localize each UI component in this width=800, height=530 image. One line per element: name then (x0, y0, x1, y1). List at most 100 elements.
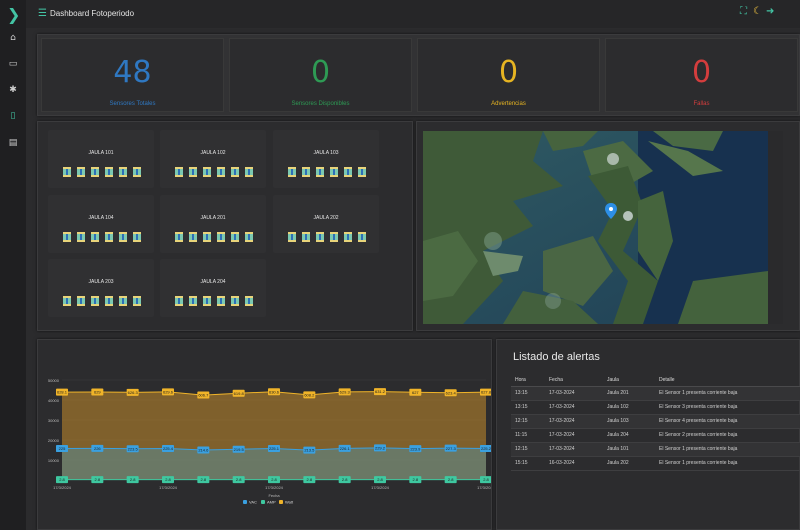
sensor-icon[interactable] (217, 167, 225, 177)
data-label: 627.8 (481, 390, 491, 395)
alert-cell: El Sensor 3 presenta corriente baja (655, 400, 800, 415)
sensor-icon[interactable] (189, 296, 197, 306)
sensor-icon[interactable] (189, 167, 197, 177)
report-icon[interactable]: ▤ (8, 138, 18, 148)
data-label-box (303, 476, 316, 484)
sensor-icon[interactable] (105, 296, 113, 306)
sensor-icon[interactable] (203, 167, 211, 177)
column-header[interactable]: Hora (511, 374, 545, 387)
sensor-icon[interactable] (175, 296, 183, 306)
sensor-icon[interactable] (91, 232, 99, 242)
data-label-box (91, 388, 104, 396)
fullscreen-icon[interactable]: ⛶ (740, 6, 747, 17)
sensor-icon[interactable] (231, 232, 239, 242)
cage-name: JAULA 202 (313, 215, 339, 221)
home-icon[interactable]: ⌂ (10, 33, 16, 43)
chevron-right-logo[interactable]: ❯ (7, 5, 21, 24)
satellite-map[interactable] (423, 131, 783, 324)
alert-row[interactable]: 15:15 16-03-2024 Jaula 202 El Sensor 1 pres… (511, 456, 800, 471)
sensor-icon[interactable] (288, 167, 296, 177)
sensor-icon[interactable] (77, 232, 85, 242)
data-label-box (480, 476, 492, 484)
legend-label[interactable]: AMP (267, 500, 276, 505)
sensor-icon[interactable] (358, 232, 366, 242)
sensor-icon[interactable] (203, 296, 211, 306)
sensor-icon[interactable] (330, 232, 338, 242)
sensor-icon[interactable] (245, 167, 253, 177)
cage-card[interactable]: JAULA 204 (160, 259, 266, 317)
sensor-icon[interactable] (105, 232, 113, 242)
sensor-icon[interactable] (175, 232, 183, 242)
power-chart[interactable]: 01000020000300004000050000225226223.5225… (38, 340, 496, 529)
column-header[interactable]: Detalle (655, 374, 800, 387)
sensor-icon[interactable] (231, 296, 239, 306)
sensor-icon[interactable] (316, 167, 324, 177)
sensor-icon[interactable] (133, 296, 141, 306)
data-label: 628.1 (57, 390, 68, 395)
cage-card[interactable]: JAULA 101 (48, 130, 154, 188)
cages-panel: JAULA 101 JAULA 102 JAULA 103 JAULA 104 JAUL… (37, 121, 413, 331)
legend-label[interactable]: VAC (249, 500, 257, 505)
cage-card[interactable]: JAULA 203 (48, 259, 154, 317)
data-label-box (162, 444, 174, 452)
legend-swatch (279, 500, 283, 504)
sensor-icon[interactable] (189, 232, 197, 242)
sensor-icon[interactable] (63, 232, 71, 242)
device-icon[interactable]: ▯ (10, 111, 16, 121)
column-header[interactable]: Jaula (603, 374, 655, 387)
sensor-icon[interactable] (344, 167, 352, 177)
sensor-icon[interactable] (105, 167, 113, 177)
sensor-icon[interactable] (119, 167, 127, 177)
sensor-icon[interactable] (302, 232, 310, 242)
menu-icon[interactable]: ☰ (38, 8, 47, 19)
sensor-icon[interactable] (316, 232, 324, 242)
sensor-icon[interactable] (133, 232, 141, 242)
alert-row[interactable]: 13:15 17-03-2024 Jaula 102 El Sensor 3 pres… (511, 400, 800, 415)
data-label-box (303, 446, 316, 454)
cage-card[interactable]: JAULA 104 (48, 195, 154, 253)
alert-cell: 12:15 (511, 442, 545, 457)
cage-card[interactable]: JAULA 102 (160, 130, 266, 188)
sensor-icon[interactable] (302, 167, 310, 177)
cage-card[interactable]: JAULA 202 (273, 195, 379, 253)
theme-moon-icon[interactable]: ☾ (753, 6, 762, 17)
sensor-icon[interactable] (63, 296, 71, 306)
data-label: 630.6 (269, 389, 280, 394)
alert-cell: 13:15 (511, 386, 545, 401)
sensor-icon[interactable] (119, 232, 127, 242)
sensor-icon[interactable] (91, 167, 99, 177)
sensor-icon[interactable] (288, 232, 296, 242)
sensor-icon[interactable] (119, 296, 127, 306)
sensor-icon[interactable] (217, 296, 225, 306)
cage-card[interactable]: JAULA 201 (160, 195, 266, 253)
sensor-icon[interactable] (330, 167, 338, 177)
data-label-box (409, 445, 422, 453)
sensor-icon[interactable] (91, 296, 99, 306)
column-header[interactable]: Fecha (545, 374, 603, 387)
sensor-icon[interactable] (77, 167, 85, 177)
sensor-icon[interactable] (133, 167, 141, 177)
alert-row[interactable]: 12:15 17-03-2024 Jaula 101 El Sensor 1 pres… (511, 442, 800, 457)
alert-row[interactable]: 13:15 17-03-2024 Jaula 201 El Sensor 1 pres… (511, 386, 800, 401)
alerts-panel: Listado de alertas Hora Fecha Jaula Detalle… (496, 339, 800, 530)
sensor-icon[interactable] (245, 296, 253, 306)
sensor-icon[interactable] (231, 167, 239, 177)
sensor-icon[interactable] (358, 167, 366, 177)
alert-row[interactable]: 11:15 17-03-2024 Jaula 204 El Sensor 2 pres… (511, 428, 800, 443)
sensor-icon[interactable] (63, 167, 71, 177)
sensor-icon[interactable] (203, 232, 211, 242)
sensor-icon[interactable] (175, 167, 183, 177)
sensor-icon[interactable] (77, 296, 85, 306)
data-label: 2.8 (377, 477, 383, 482)
sensor-icon[interactable] (217, 232, 225, 242)
logout-icon[interactable]: ➜ (766, 6, 775, 17)
monitor-icon[interactable]: ▭ (8, 59, 18, 69)
sensor-icon[interactable] (344, 232, 352, 242)
alert-row[interactable]: 12:15 17-03-2024 Jaula 103 El Sensor 4 pres… (511, 414, 800, 429)
data-label: 229.2 (375, 446, 386, 451)
legend-label[interactable]: Watt (285, 500, 294, 505)
settings-icon[interactable]: ✱ (9, 85, 17, 95)
alert-cell: El Sensor 1 presenta corriente baja (655, 442, 800, 457)
cage-card[interactable]: JAULA 103 (273, 130, 379, 188)
sensor-icon[interactable] (245, 232, 253, 242)
